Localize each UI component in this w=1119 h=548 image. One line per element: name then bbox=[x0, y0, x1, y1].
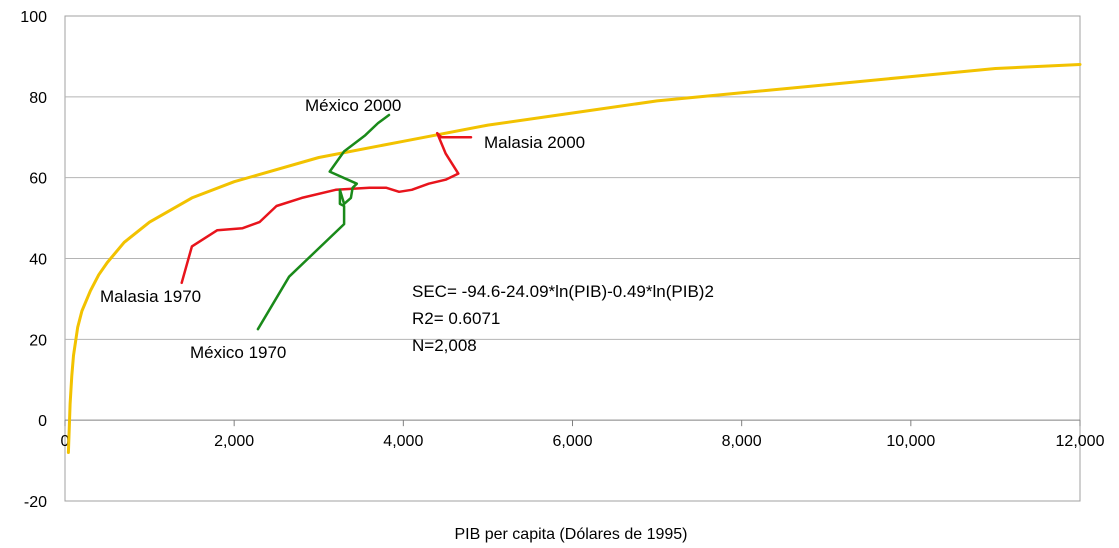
annotation-equation: SEC= -94.6-24.09*ln(PIB)-0.49*ln(PIB)2 bbox=[412, 282, 714, 301]
y-tick-label: -20 bbox=[24, 494, 47, 511]
annotation-mexico-2000: México 2000 bbox=[305, 96, 401, 115]
label-layer: México 2000 Malasia 2000 Malasia 1970 Mé… bbox=[100, 96, 714, 543]
x-tick-label: 8,000 bbox=[722, 433, 762, 450]
fitted-curve-line bbox=[66, 63, 1082, 454]
x-tick-label: 4,000 bbox=[383, 433, 423, 450]
x-axis-label: PIB per capita (Dólares de 1995) bbox=[454, 526, 687, 543]
grid-layer bbox=[65, 96, 1080, 340]
annotation-malasia-1970: Malasia 1970 bbox=[100, 287, 201, 306]
y-tick-label: 100 bbox=[20, 9, 47, 26]
mexico-series-line bbox=[256, 113, 391, 331]
x-tick-label: 6,000 bbox=[552, 433, 592, 450]
annotation-malasia-2000: Malasia 2000 bbox=[484, 133, 585, 152]
annotation-r2: R2= 0.6071 bbox=[412, 309, 500, 328]
y-tick-label: 20 bbox=[29, 332, 47, 349]
malasia-series-line bbox=[180, 131, 473, 285]
y-tick-label: 40 bbox=[29, 252, 47, 269]
x-tick-label: 2,000 bbox=[214, 433, 254, 450]
x-tick-label: 0 bbox=[61, 433, 70, 450]
series-layer bbox=[66, 63, 1082, 454]
y-tick-label: 80 bbox=[29, 90, 47, 107]
annotation-n: N=2,008 bbox=[412, 336, 477, 355]
x-tick-label: 10,000 bbox=[886, 433, 935, 450]
axis-layer: -20 0 20 40 60 80 100 0 2,000 4,000 6,000 8,000 10,0… bbox=[20, 9, 1104, 511]
y-tick-label: 60 bbox=[29, 171, 47, 188]
x-tick-label: 12,000 bbox=[1056, 433, 1105, 450]
annotation-mexico-1970: México 1970 bbox=[190, 343, 286, 362]
y-tick-label: 0 bbox=[38, 413, 47, 430]
